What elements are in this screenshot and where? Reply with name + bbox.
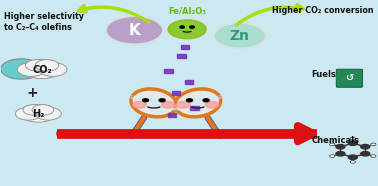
- Text: Higher CO₂ conversion: Higher CO₂ conversion: [272, 6, 373, 15]
- Bar: [1, 31, 377, 38]
- Circle shape: [371, 155, 376, 157]
- Circle shape: [214, 23, 265, 48]
- Circle shape: [20, 105, 56, 122]
- Bar: [1, 1, 377, 7]
- Text: Chemicals: Chemicals: [311, 137, 359, 145]
- Bar: [1, 99, 377, 105]
- Bar: [1, 130, 377, 136]
- Bar: [1, 93, 377, 99]
- Bar: [1, 118, 377, 124]
- Bar: [1, 161, 377, 167]
- Circle shape: [106, 16, 163, 44]
- Text: Zn: Zn: [230, 29, 250, 43]
- Circle shape: [350, 161, 355, 163]
- Ellipse shape: [131, 89, 177, 117]
- Circle shape: [159, 99, 165, 102]
- Bar: [1, 81, 377, 87]
- Bar: [1, 62, 377, 68]
- Circle shape: [143, 99, 149, 102]
- Bar: [1, 148, 377, 155]
- Circle shape: [350, 137, 355, 140]
- Circle shape: [348, 155, 357, 159]
- Ellipse shape: [175, 89, 221, 117]
- Bar: [1, 75, 377, 81]
- Circle shape: [336, 145, 345, 149]
- Circle shape: [35, 60, 59, 71]
- Bar: [336, 75, 339, 79]
- Circle shape: [330, 155, 335, 157]
- Text: Fuels: Fuels: [311, 70, 336, 79]
- Circle shape: [330, 143, 335, 146]
- Bar: [1, 111, 377, 118]
- Bar: [1, 68, 377, 75]
- Circle shape: [205, 101, 219, 108]
- Circle shape: [133, 101, 146, 108]
- Circle shape: [161, 101, 175, 108]
- Bar: [1, 167, 377, 173]
- Bar: [1, 7, 377, 13]
- Circle shape: [361, 145, 370, 149]
- Text: Fe/Al₂O₃: Fe/Al₂O₃: [168, 6, 206, 15]
- Circle shape: [25, 60, 49, 71]
- Text: K: K: [129, 23, 140, 38]
- Bar: [1, 50, 377, 56]
- Bar: [1, 56, 377, 62]
- Circle shape: [17, 62, 45, 76]
- Bar: [1, 179, 377, 185]
- Text: Higher selectivity
to C₂–C₄ olefins: Higher selectivity to C₂–C₄ olefins: [5, 12, 84, 32]
- Circle shape: [361, 152, 370, 156]
- Bar: [1, 25, 377, 31]
- Bar: [1, 142, 377, 148]
- Text: ↺: ↺: [345, 73, 353, 83]
- Circle shape: [1, 59, 42, 79]
- Circle shape: [371, 143, 376, 146]
- Bar: [1, 87, 377, 93]
- Circle shape: [39, 62, 67, 76]
- Circle shape: [190, 26, 194, 28]
- Text: +: +: [27, 86, 39, 100]
- Circle shape: [203, 99, 209, 102]
- Bar: [1, 38, 377, 44]
- Bar: [1, 13, 377, 19]
- Circle shape: [336, 152, 345, 156]
- FancyBboxPatch shape: [336, 69, 363, 87]
- Bar: [1, 19, 377, 25]
- Text: CO₂: CO₂: [32, 65, 52, 75]
- Circle shape: [186, 99, 192, 102]
- Text: H₂: H₂: [32, 109, 45, 119]
- Circle shape: [35, 107, 61, 120]
- Bar: [1, 124, 377, 130]
- Bar: [1, 105, 377, 111]
- Text: 🏭: 🏭: [19, 67, 23, 73]
- Circle shape: [15, 107, 42, 120]
- Bar: [1, 136, 377, 142]
- Circle shape: [348, 141, 357, 145]
- Circle shape: [177, 101, 190, 108]
- Circle shape: [23, 59, 62, 79]
- Bar: [1, 155, 377, 161]
- Circle shape: [23, 105, 45, 115]
- Circle shape: [168, 20, 206, 39]
- Bar: [1, 44, 377, 50]
- Circle shape: [32, 105, 54, 115]
- Circle shape: [180, 26, 184, 28]
- Bar: [1, 173, 377, 179]
